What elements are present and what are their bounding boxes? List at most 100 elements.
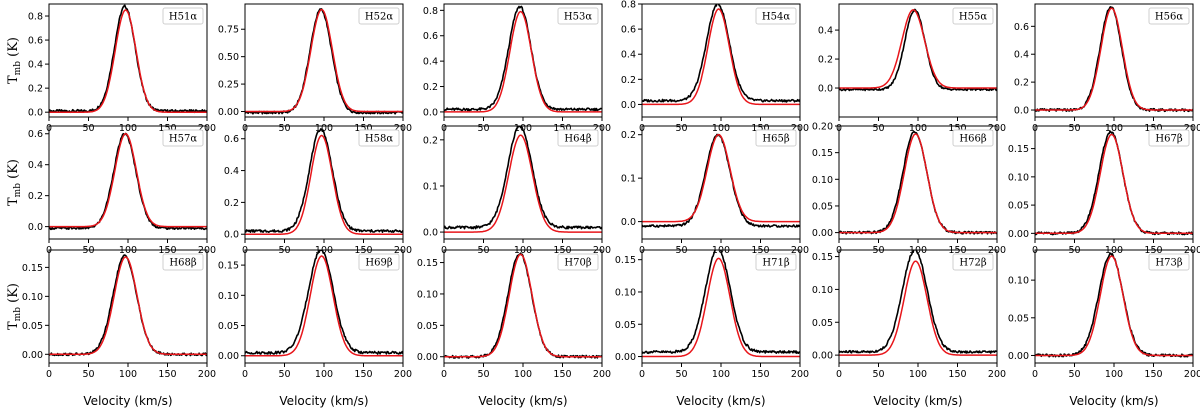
fit-line-12 bbox=[49, 256, 207, 356]
legend-box-9 bbox=[755, 129, 797, 147]
ytick-label-5-0: 0.0 bbox=[1014, 106, 1029, 117]
xtick-label-13-4: 200 bbox=[394, 369, 412, 380]
ytick-label-11-3: 0.15 bbox=[1008, 144, 1029, 155]
ytick-label-1-0: 0.00 bbox=[218, 107, 239, 118]
xtick-label-16-3: 150 bbox=[948, 369, 966, 380]
xtick-label-3-1: 50 bbox=[675, 123, 687, 134]
legend-label-11: H67β bbox=[1155, 134, 1182, 145]
ytick-label-17-2: 0.10 bbox=[1008, 276, 1029, 287]
ytick-label-8-2: 0.2 bbox=[423, 135, 438, 146]
xtick-label-4-2: 100 bbox=[909, 123, 927, 134]
xtick-label-0-2: 100 bbox=[119, 123, 137, 134]
xtick-label-17-0: 0 bbox=[1032, 369, 1038, 380]
y-axis-label-row-0: Tmb (K) bbox=[6, 37, 23, 84]
ytick-label-10-3: 0.15 bbox=[812, 148, 833, 159]
ytick-label-8-1: 0.1 bbox=[423, 181, 438, 192]
legend-box-3 bbox=[755, 7, 797, 25]
panel-15: 0.00 0.05 0.10 0.15 0 50 100 150 200 H71β bbox=[615, 249, 809, 380]
xtick-label-14-2: 100 bbox=[514, 369, 532, 380]
ytick-label-10-0: 0.00 bbox=[812, 228, 833, 239]
xtick-label-4-1: 50 bbox=[872, 123, 884, 134]
fit-line-11 bbox=[1035, 133, 1193, 235]
ytick-label-13-3: 0.15 bbox=[218, 261, 239, 272]
xtick-label-1-1: 50 bbox=[278, 123, 290, 134]
xtick-label-16-0: 0 bbox=[836, 369, 842, 380]
ytick-label-13-0: 0.00 bbox=[218, 351, 239, 362]
legend-label-6: H57α bbox=[169, 134, 197, 145]
legend-label-12: H68β bbox=[169, 258, 196, 269]
ytick-label-0-2: 0.4 bbox=[28, 60, 43, 71]
ytick-label-6-3: 0.6 bbox=[28, 129, 43, 140]
xtick-label-5-3: 150 bbox=[1144, 123, 1162, 134]
observed-line-10 bbox=[839, 130, 997, 235]
observed-line-3 bbox=[642, 4, 800, 103]
ytick-label-10-2: 0.10 bbox=[812, 175, 833, 186]
observed-line-7 bbox=[245, 128, 403, 234]
ytick-label-14-1: 0.05 bbox=[417, 321, 438, 332]
ytick-label-15-0: 0.00 bbox=[615, 352, 636, 363]
panel-17: 0.00 0.05 0.10 0 50 100 150 200 H73β bbox=[1008, 249, 1200, 380]
ytick-label-17-0: 0.00 bbox=[1008, 351, 1029, 362]
legend-label-0: H51α bbox=[169, 12, 197, 23]
ytick-label-5-2: 0.4 bbox=[1014, 50, 1029, 61]
ytick-label-0-1: 0.2 bbox=[28, 84, 43, 95]
ytick-label-4-1: 0.2 bbox=[818, 55, 833, 66]
xtick-label-1-2: 100 bbox=[315, 123, 333, 134]
legend-label-3: H54α bbox=[762, 12, 790, 23]
ytick-label-4-0: 0.0 bbox=[818, 84, 833, 95]
xtick-label-17-2: 100 bbox=[1105, 369, 1123, 380]
legend-box-11 bbox=[1148, 129, 1190, 147]
ytick-label-1-3: 0.75 bbox=[218, 25, 239, 36]
fit-line-13 bbox=[245, 255, 403, 357]
fit-line-6 bbox=[49, 132, 207, 228]
x-axis-label-1: Velocity (km/s) bbox=[279, 394, 368, 408]
xtick-label-5-4: 200 bbox=[1184, 123, 1200, 134]
fit-line-4 bbox=[839, 9, 997, 89]
ytick-label-0-4: 0.8 bbox=[28, 12, 43, 23]
observed-line-6 bbox=[49, 132, 207, 231]
y-axis-label-row-2: Tmb (K) bbox=[6, 283, 23, 330]
legend-box-7 bbox=[358, 129, 400, 147]
ytick-label-12-2: 0.10 bbox=[22, 292, 43, 303]
legend-box-17 bbox=[1148, 253, 1190, 271]
y-axis-labels: Tmb (K) Tmb (K) Tmb (K) bbox=[6, 37, 23, 330]
ytick-label-12-3: 0.15 bbox=[22, 263, 43, 274]
legend-box-6 bbox=[162, 129, 204, 147]
xtick-label-14-1: 50 bbox=[477, 369, 489, 380]
legend-label-16: H72β bbox=[959, 258, 986, 269]
ytick-label-6-2: 0.4 bbox=[28, 160, 43, 171]
legend-label-14: H70β bbox=[564, 258, 591, 269]
legend-label-1: H52α bbox=[365, 12, 393, 23]
legend-box-1 bbox=[358, 7, 400, 25]
ytick-label-13-2: 0.10 bbox=[218, 291, 239, 302]
fit-line-16 bbox=[839, 260, 997, 356]
ytick-label-16-3: 0.15 bbox=[812, 252, 833, 263]
ytick-label-6-0: 0.0 bbox=[28, 222, 43, 233]
ytick-label-15-3: 0.15 bbox=[615, 255, 636, 266]
xtick-label-16-1: 50 bbox=[872, 369, 884, 380]
fit-line-1 bbox=[245, 8, 403, 113]
fit-line-3 bbox=[642, 8, 800, 106]
ytick-label-14-2: 0.10 bbox=[417, 289, 438, 300]
ytick-label-16-2: 0.10 bbox=[812, 285, 833, 296]
ytick-label-8-0: 0.0 bbox=[423, 228, 438, 239]
xtick-label-15-3: 150 bbox=[751, 369, 769, 380]
ytick-label-9-1: 0.1 bbox=[621, 174, 636, 185]
ytick-label-3-3: 0.6 bbox=[621, 25, 636, 36]
legend-label-13: H69β bbox=[365, 258, 392, 269]
ytick-label-12-1: 0.05 bbox=[22, 321, 43, 332]
legend-label-15: H71β bbox=[762, 258, 789, 269]
panel-16: 0.00 0.05 0.10 0.15 0 50 100 150 200 H72β bbox=[812, 249, 1006, 380]
x-axis-label-5: Velocity (km/s) bbox=[1069, 394, 1158, 408]
panel-12: 0.00 0.05 0.10 0.15 0 50 100 150 200 H68β bbox=[22, 249, 216, 380]
legend-box-8 bbox=[557, 129, 599, 147]
fit-line-8 bbox=[444, 134, 602, 233]
xtick-label-13-0: 0 bbox=[242, 369, 248, 380]
